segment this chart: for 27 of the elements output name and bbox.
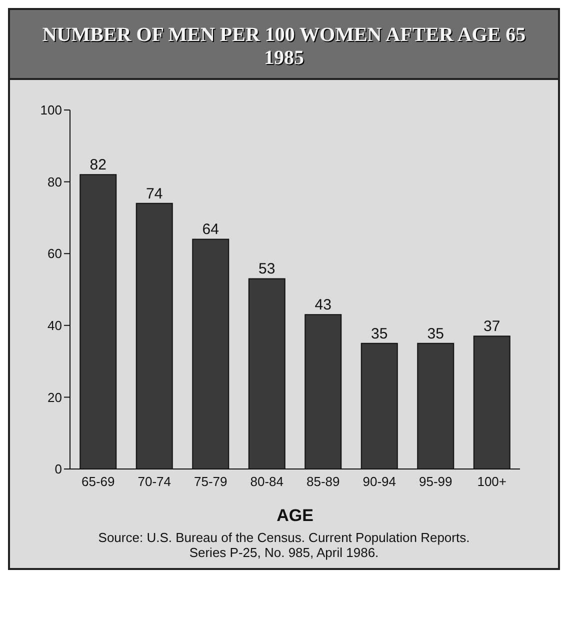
data-label: 74 [146,185,163,202]
y-tick-label: 100 [40,102,62,118]
chart-title: NUMBER OF MEN PER 100 WOMEN AFTER AGE 65 [41,24,527,47]
x-tick-label: 80-84 [250,474,284,490]
y-tick-label: 80 [48,174,62,190]
data-label: 35 [427,325,444,342]
x-tick-label: 85-89 [306,474,340,490]
x-axis-title: AGE [276,506,314,525]
data-label: 64 [202,221,219,238]
source-note: Source: U.S. Bureau of the Census. Current Population Reports. [97,530,471,545]
chart-subtitle: 1985 [263,47,305,70]
x-tick-label: 90-94 [362,474,396,490]
y-tick-label: 20 [48,390,62,405]
data-label: 82 [90,156,106,174]
x-tick-label: 100+ [477,474,507,490]
x-tick-label: 65-69 [82,474,115,490]
data-label: 37 [484,318,500,336]
y-tick-label: 0 [54,462,62,477]
x-tick-label: 95-99 [419,474,452,490]
data-label: 43 [314,296,332,314]
text: Series P-25, No. 985, April 1986. [188,545,380,560]
data-label: 35 [371,325,388,342]
x-tick-label: 70-74 [138,474,171,490]
y-tick-label: 60 [48,246,62,262]
y-tick-label: 40 [48,318,62,334]
x-tick-label: 75-79 [194,474,228,490]
data-label: 53 [258,260,276,278]
